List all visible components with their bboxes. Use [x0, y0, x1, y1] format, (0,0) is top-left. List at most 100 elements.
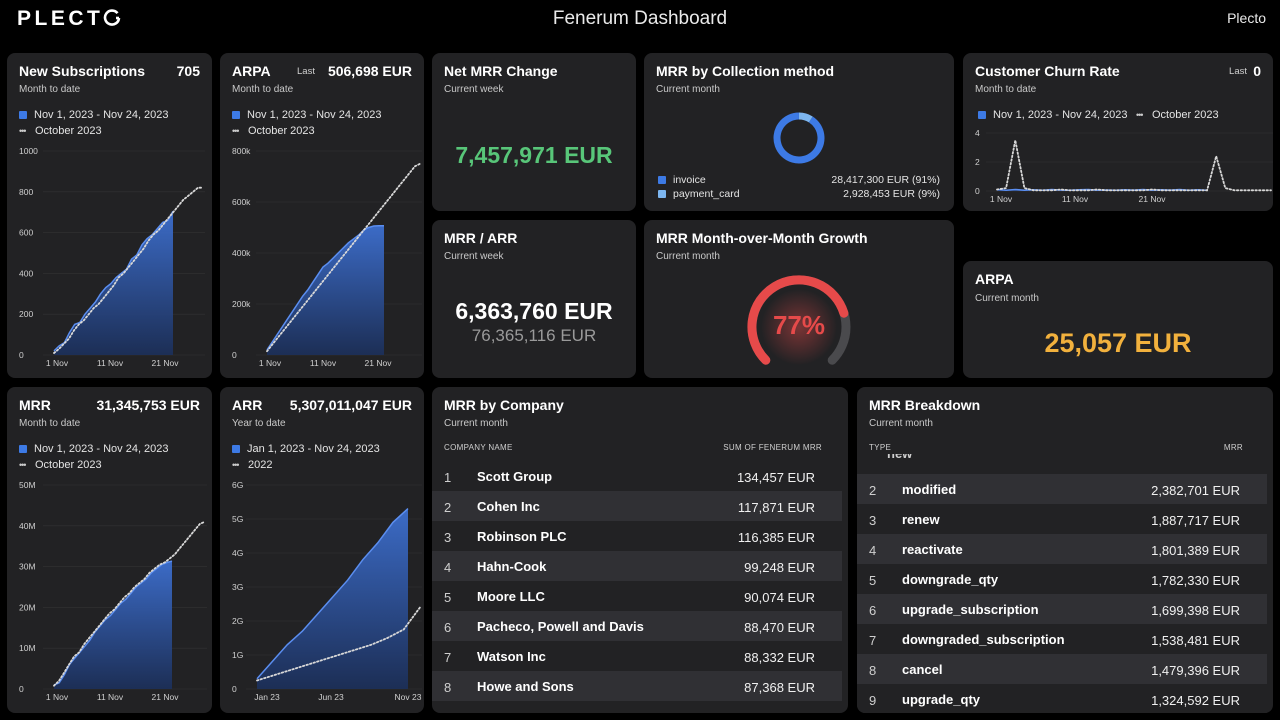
new-subscriptions-card[interactable]: New Subscriptions 705 Month to date Nov …	[7, 53, 212, 378]
card-title: ARPA	[975, 271, 1014, 287]
row-name: Watson Inc	[477, 649, 546, 664]
card-title: Net MRR Change	[444, 63, 558, 79]
card-title: MRR / ARR	[444, 230, 518, 246]
card-title: MRR by Company	[444, 397, 564, 413]
arr-card[interactable]: ARR 5,307,011,047 EUR Year to date Jan 1…	[220, 387, 424, 713]
row-name: upgrade_qty	[902, 692, 981, 707]
legend-current: Jan 1, 2023 - Nov 24, 2023	[232, 443, 380, 455]
legend-previous: ••• October 2023	[19, 125, 102, 137]
legend-current: Nov 1, 2023 - Nov 24, 2023	[978, 109, 1128, 121]
y-tick-label: 0	[232, 684, 237, 694]
card-subtitle: Current month	[656, 251, 720, 262]
card-value: 0	[1253, 63, 1261, 79]
row-amount: 1,782,330 EUR	[1151, 573, 1240, 588]
table-row[interactable]: 3 renew 1,887,717 EUR	[857, 504, 1267, 534]
row-rank: 5	[444, 590, 452, 605]
row-rank: 3	[444, 530, 452, 545]
x-tick-label: Jan 23	[254, 692, 280, 702]
dotted-line-icon: •••	[232, 126, 239, 136]
table-row[interactable]: 4 Hahn-Cook 99,248 EUR	[432, 551, 842, 581]
table-row[interactable]: 7 downgraded_subscription 1,538,481 EUR	[857, 624, 1267, 654]
previous-series-line	[996, 140, 1272, 192]
logo-o-icon	[104, 9, 121, 26]
current-series-area	[54, 561, 172, 689]
mom-growth-card[interactable]: MRR Month-over-Month Growth Current mont…	[644, 220, 954, 378]
payment-card-amount: 2,928,453 EUR (9%)	[843, 188, 940, 200]
mrr-arr-card[interactable]: MRR / ARR Current week 6,363,760 EUR 76,…	[432, 220, 636, 378]
row-amount: 117,871 EUR	[737, 500, 815, 515]
x-tick-label: 1 Nov	[259, 358, 282, 368]
x-tick-label: 21 Nov	[1139, 194, 1167, 204]
y-tick-label: 1G	[232, 650, 243, 660]
y-tick-label: 4	[975, 129, 980, 138]
table-row[interactable]: 7 Watson Inc 88,332 EUR	[432, 641, 842, 671]
previous-series-line	[266, 162, 421, 353]
invoice-amount: 28,417,300 EUR (91%)	[831, 174, 940, 186]
column-header-mrr[interactable]: MRR	[1223, 443, 1243, 452]
y-tick-label: 2G	[232, 616, 243, 626]
churn-rate-card[interactable]: Customer Churn Rate Last 0 Month to date…	[963, 53, 1273, 211]
arpa-month-card[interactable]: ARPA Current month 25,057 EUR	[963, 261, 1273, 378]
legend-invoice: invoice	[658, 174, 706, 186]
y-tick-label: 600k	[232, 197, 251, 207]
card-value: 31,345,753 EUR	[96, 397, 200, 413]
mrr-card[interactable]: MRR 31,345,753 EUR Month to date Nov 1, …	[7, 387, 212, 713]
column-header-mrr[interactable]: SUM OF FENERUM MRR	[723, 443, 822, 452]
collection-donut-chart	[773, 112, 825, 164]
current-series-line	[256, 508, 409, 680]
row-amount: 1,887,717 EUR	[1151, 513, 1240, 528]
row-name: upgrade_subscription	[902, 602, 1039, 617]
card-subtitle: Current month	[444, 418, 508, 429]
row-name: downgrade_qty	[902, 572, 999, 587]
dotted-line-icon: •••	[232, 460, 239, 470]
dotted-line-icon: •••	[19, 126, 26, 136]
legend-label: Jan 1, 2023 - Nov 24, 2023	[247, 443, 380, 455]
last-label: Last	[1229, 66, 1247, 77]
card-subtitle: Current week	[444, 251, 504, 262]
legend-label: October 2023	[1152, 109, 1219, 121]
table-row[interactable]: 1 Scott Group 134,457 EUR	[432, 461, 842, 491]
table-row[interactable]: 3 Robinson PLC 116,385 EUR	[432, 521, 842, 551]
x-tick-label: 21 Nov	[152, 358, 180, 368]
table-row[interactable]: 9 upgrade_qty 1,324,592 EUR	[857, 684, 1267, 713]
mrr-by-company-card[interactable]: MRR by Company Current month COMPANY NAM…	[432, 387, 848, 713]
legend-label: Nov 1, 2023 - Nov 24, 2023	[34, 443, 169, 455]
row-name: Cohen Inc	[477, 499, 540, 514]
net-mrr-change-card[interactable]: Net MRR Change Current week 7,457,971 EU…	[432, 53, 636, 211]
table-row[interactable]: 6 upgrade_subscription 1,699,398 EUR	[857, 594, 1267, 624]
table-row[interactable]: 5 downgrade_qty 1,782,330 EUR	[857, 564, 1267, 594]
row-amount: 1,538,481 EUR	[1151, 633, 1240, 648]
table-row[interactable]: 8 Howe and Sons 87,368 EUR	[432, 671, 842, 701]
gauge-glow	[761, 289, 837, 365]
y-tick-label: 0	[19, 684, 24, 694]
x-tick-label: 11 Nov	[310, 358, 337, 368]
y-tick-label: 3G	[232, 582, 243, 592]
row-amount: 1,801,389 EUR	[1151, 543, 1240, 558]
top-bar: PLECT Fenerum Dashboard Plecto	[0, 0, 1280, 40]
column-header-type[interactable]: TYPE	[869, 443, 892, 452]
mrr-value: 6,363,760 EUR	[455, 298, 613, 324]
table-row[interactable]: 2 modified 2,382,701 EUR	[857, 474, 1267, 504]
legend-swatch-icon	[978, 111, 986, 119]
mrr-collection-card[interactable]: MRR by Collection method Current month i…	[644, 53, 954, 211]
table-row[interactable]: 5 Moore LLC 90,074 EUR	[432, 581, 842, 611]
card-subtitle: Current week	[444, 84, 504, 95]
gauge-fill	[747, 275, 849, 365]
legend-label: 2022	[248, 459, 273, 471]
card-subtitle: Current month	[656, 84, 720, 95]
previous-series-line	[53, 186, 204, 354]
legend-label: invoice	[673, 174, 706, 186]
y-tick-label: 50M	[19, 480, 36, 490]
y-tick-label: 0	[975, 186, 980, 196]
table-row[interactable]: 6 Pacheco, Powell and Davis 88,470 EUR	[432, 611, 842, 641]
column-header-company[interactable]: COMPANY NAME	[444, 443, 513, 452]
y-tick-label: 0	[232, 350, 237, 360]
mrr-breakdown-card[interactable]: MRR Breakdown Current month TYPE MRR new…	[857, 387, 1273, 713]
table-row[interactable]: 8 cancel 1,479,396 EUR	[857, 654, 1267, 684]
table-row[interactable]: 2 Cohen Inc 117,871 EUR	[432, 491, 842, 521]
payment-card-swatch-icon	[658, 190, 666, 199]
y-tick-label: 1000	[19, 146, 38, 156]
arpa-mtd-card[interactable]: ARPA Last 506,698 EUR Month to date Nov …	[220, 53, 424, 378]
table-row[interactable]: 4 reactivate 1,801,389 EUR	[857, 534, 1267, 564]
legend-current: Nov 1, 2023 - Nov 24, 2023	[19, 109, 169, 121]
